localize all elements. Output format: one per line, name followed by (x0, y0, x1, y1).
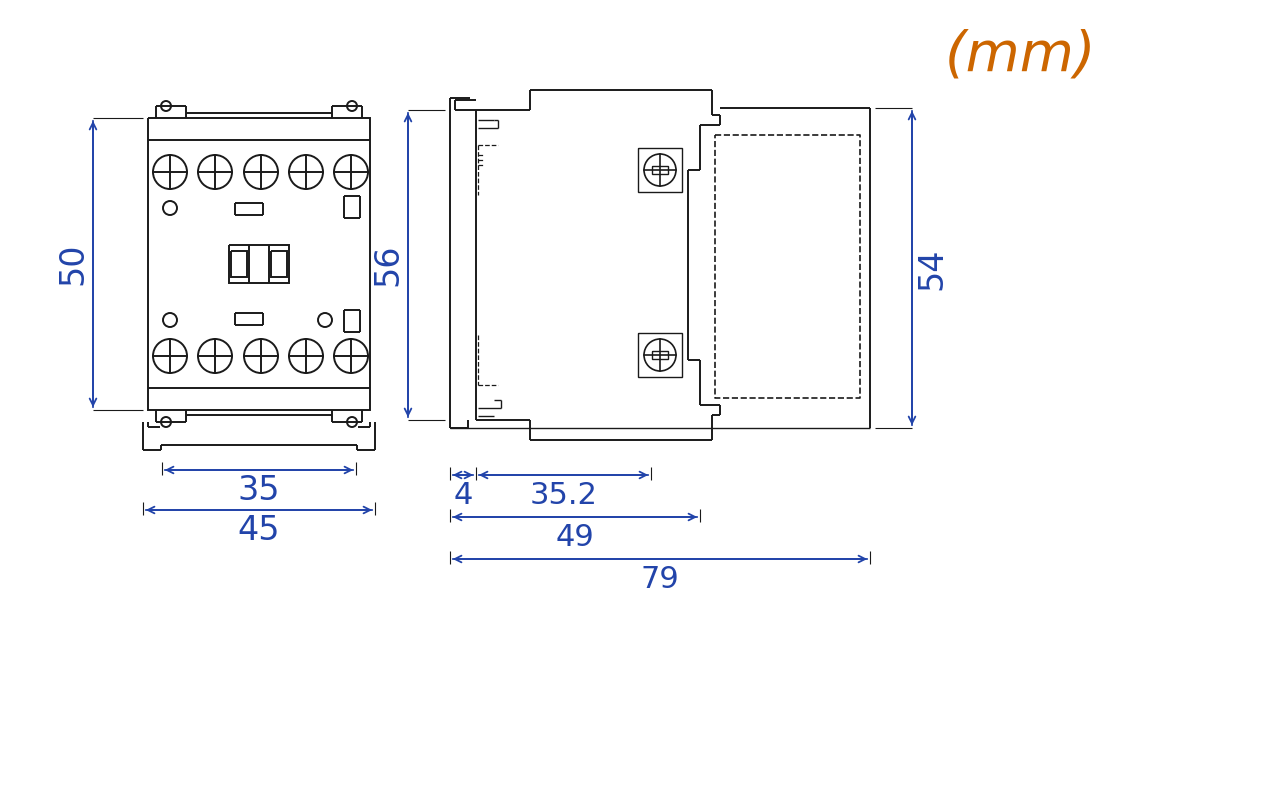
Text: 54: 54 (915, 247, 948, 290)
Text: (mm): (mm) (945, 29, 1096, 82)
Text: 49: 49 (556, 523, 594, 551)
Text: 56: 56 (371, 243, 404, 286)
Text: 45: 45 (238, 514, 280, 546)
Text: 35.2: 35.2 (530, 481, 598, 509)
Text: 79: 79 (640, 565, 680, 593)
Text: 4: 4 (453, 481, 472, 509)
Text: 35: 35 (238, 473, 280, 507)
Text: 50: 50 (56, 243, 90, 285)
